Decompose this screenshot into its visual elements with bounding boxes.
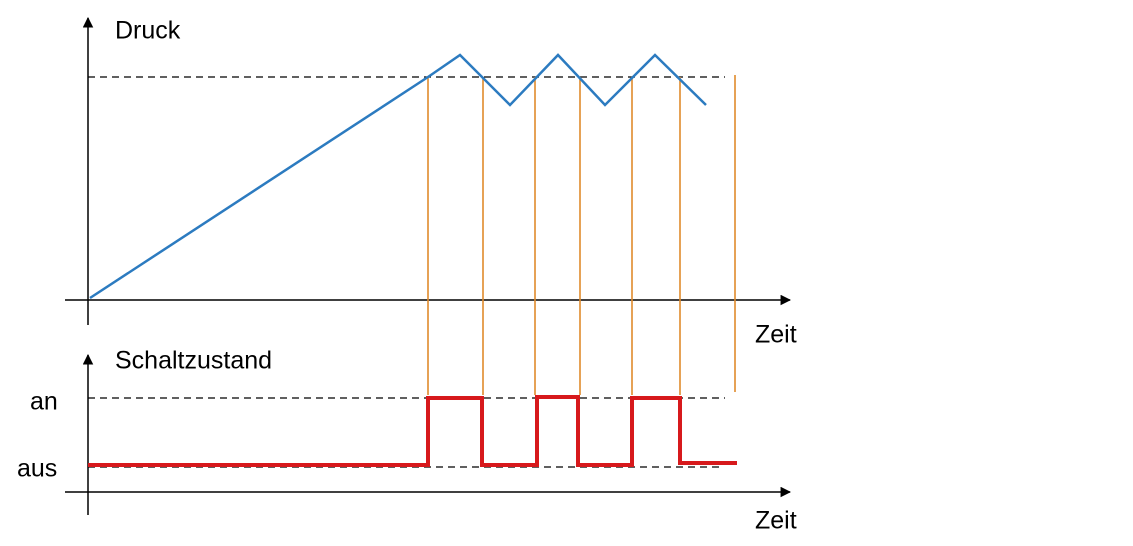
switch-lines [427,75,736,395]
x-label: Zeit [755,507,797,535]
state-label: aus [17,455,57,483]
y-label: Schaltzustand [115,347,272,375]
switch-state [88,395,737,467]
pressure-curve [89,53,707,300]
y-label: Druck [115,17,181,45]
x-label: Zeit [755,321,797,349]
state-label: an [30,388,58,416]
